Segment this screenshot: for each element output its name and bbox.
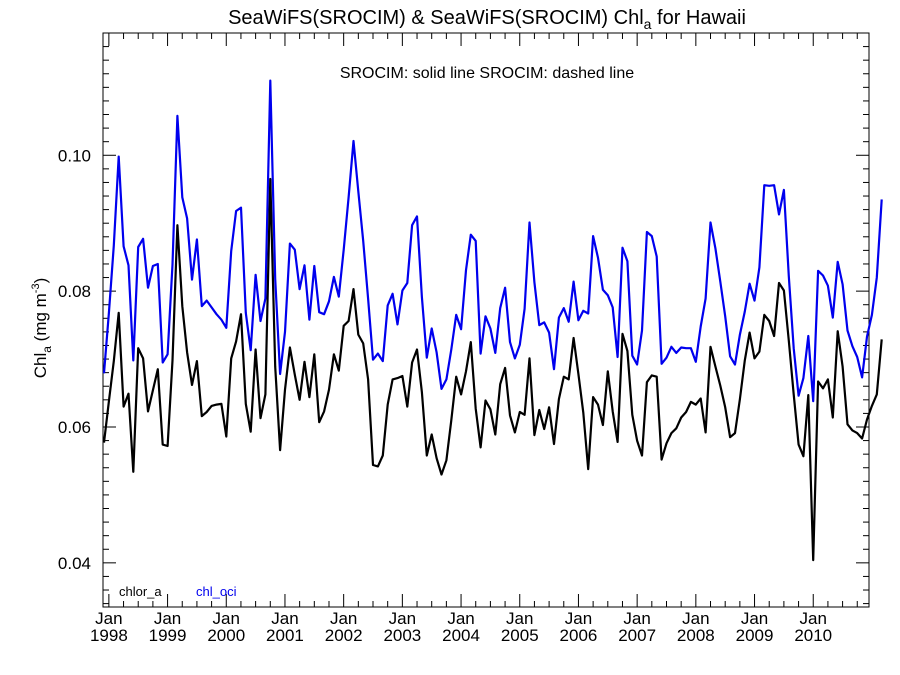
x-tick-year: 2002 xyxy=(325,626,363,645)
y-tick-label: 0.10 xyxy=(58,146,91,165)
x-tick-year: 2010 xyxy=(794,626,832,645)
legend-chl-oci: chl_oci xyxy=(196,584,237,599)
x-tick-year: 2007 xyxy=(618,626,656,645)
tick-labels: 0.040.060.080.10Jan1998Jan1999Jan2000Jan… xyxy=(58,146,832,645)
legend-chlor-a: chlor_a xyxy=(119,584,162,599)
x-tick-month: Jan xyxy=(95,609,122,628)
x-tick-year: 2004 xyxy=(442,626,480,645)
y-tick-label: 0.04 xyxy=(58,554,91,573)
x-tick-month: Jan xyxy=(330,609,357,628)
x-tick-year: 2005 xyxy=(501,626,539,645)
y-tick-label: 0.08 xyxy=(58,282,91,301)
x-tick-year: 2006 xyxy=(560,626,598,645)
x-tick-month: Jan xyxy=(623,609,650,628)
svg-text:Chla (mg m-3): Chla (mg m-3) xyxy=(30,278,54,379)
x-tick-month: Jan xyxy=(682,609,709,628)
x-tick-month: Jan xyxy=(213,609,240,628)
series-line-chl-oci xyxy=(102,79,883,403)
x-tick-year: 1998 xyxy=(90,626,128,645)
x-tick-month: Jan xyxy=(506,609,533,628)
x-tick-year: 2003 xyxy=(383,626,421,645)
y-tick-label: 0.06 xyxy=(58,418,91,437)
line-style-note: SROCIM: solid line SROCIM: dashed line xyxy=(340,65,634,82)
x-tick-month: Jan xyxy=(565,609,592,628)
x-tick-month: Jan xyxy=(389,609,416,628)
axis-ticks xyxy=(103,33,869,607)
x-tick-year: 2008 xyxy=(677,626,715,645)
x-tick-year: 2000 xyxy=(207,626,245,645)
x-tick-month: Jan xyxy=(741,609,768,628)
chart-title: SeaWiFS(SROCIM) & SeaWiFS(SROCIM) Chla f… xyxy=(228,7,746,32)
x-tick-year: 2001 xyxy=(266,626,304,645)
y-axis-label: Chla (mg m-3) xyxy=(30,278,54,379)
x-tick-month: Jan xyxy=(271,609,298,628)
x-tick-month: Jan xyxy=(800,609,827,628)
x-tick-month: Jan xyxy=(154,609,181,628)
plot-frame xyxy=(102,32,870,608)
x-tick-year: 2009 xyxy=(736,626,774,645)
x-tick-year: 1999 xyxy=(149,626,187,645)
series-lines xyxy=(102,79,883,562)
x-tick-month: Jan xyxy=(447,609,474,628)
series-line-chlor-a xyxy=(102,177,883,562)
